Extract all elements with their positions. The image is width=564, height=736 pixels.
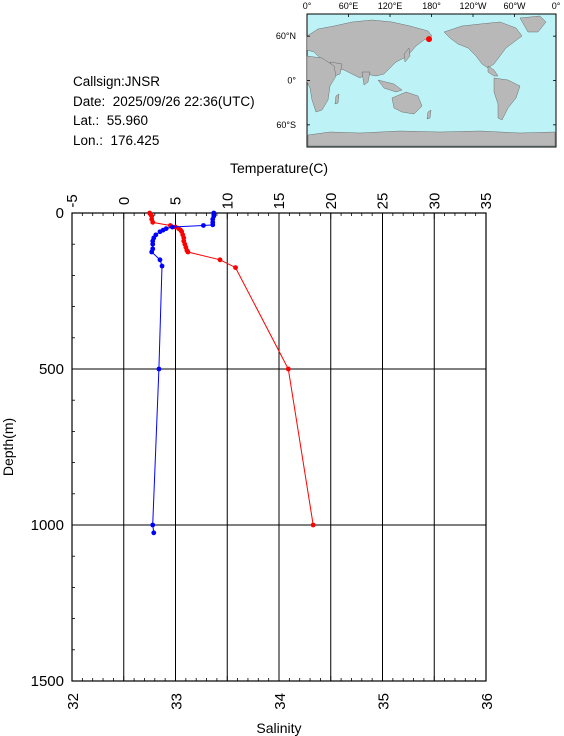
temperature-tick-label: 25 [375,193,392,210]
temperature-point [233,265,238,270]
chart-series [147,210,316,536]
land-japan [403,47,411,63]
map-latitude-labels: 60°N 0° 60°S [276,31,556,130]
map-longitude-labels: 0° 60°E 120°E 180° 120°W 60°W 0° [303,1,561,17]
land-madagascar [334,93,340,105]
salinity-point [157,257,163,263]
land-greenland [519,15,547,33]
salinity-point [149,249,155,255]
map-longitude-label: 180° [422,1,441,11]
temperature-point [150,219,156,225]
location-map: 0° 60°E 120°E 180° 120°W 60°W 0° 60°N 0° 60°S [276,1,561,148]
temperature-tick-label: 35 [478,193,495,210]
land-north-america [443,21,523,69]
salinity-point [169,224,175,230]
land-india [361,71,371,86]
land-indonesia [377,79,403,93]
station-info: Callsign:JNSR Date: 2025/09/26 22:36(UTC… [73,72,255,150]
salinity-point [201,223,206,228]
temperature-axis-label: Temperature(C) [230,160,328,176]
map-longitude-label: 60°E [339,1,359,11]
station-marker [426,36,433,43]
callsign-text: Callsign:JNSR [73,74,161,89]
land-africa [306,55,337,113]
depth-tick-label: 500 [39,361,64,378]
temperature-tick-label: 20 [323,193,340,210]
map-land [306,15,556,147]
map-longitude-label: 0° [552,1,561,11]
salinity-point [157,229,163,235]
depth-tick-label: 0 [56,205,64,222]
temperature-point [185,249,191,255]
salinity-point [150,522,156,528]
temperature-tick-label: -5 [64,194,81,207]
map-latitude-label: 60°S [276,120,296,130]
latitude-text: Lat.: 55.960 [73,113,149,128]
temperature-tick-label: 0 [116,197,133,205]
salinity-point [151,530,157,536]
salinity-tick-label: 32 [65,693,82,710]
map-longitude-label: 120°W [459,1,487,11]
salinity-tick-label: 35 [376,693,393,710]
salinity-tick-label: 33 [169,693,186,710]
date-text: Date: 2025/09/26 22:36(UTC) [73,93,255,109]
land-australia [391,91,423,115]
depth-axis-label: Depth(m) [0,418,16,476]
land-new-zealand [426,109,432,120]
land-south-america [493,77,521,121]
longitude-text: Lon.: 176.425 [73,132,160,148]
salinity-point [210,222,216,228]
temperature-point [310,522,316,528]
chart-ticks [71,212,487,682]
map-longitude-label: 60°W [503,1,526,11]
salinity-point [159,263,165,269]
map-latitude-label: 60°N [276,31,296,41]
temperature-tick-label: 30 [426,193,443,210]
land-central-america [487,65,499,77]
land-antarctica [307,130,556,147]
depth-tick-label: 1000 [31,517,64,534]
salinity-tick-label: 34 [272,693,289,710]
salinity-point [156,366,162,372]
temperature-point [285,366,291,372]
temperature-point [217,257,223,263]
map-longitude-label: 0° [303,1,312,11]
map-longitude-label: 120°E [378,1,403,11]
temperature-tick-label: 5 [168,197,185,205]
temperature-tick-label: 10 [219,193,236,210]
salinity-tick-label: 36 [479,693,496,710]
salinity-point [150,241,156,247]
salinity-axis-label: Salinity [256,720,301,736]
depth-tick-label: 1500 [31,673,64,690]
map-latitude-label: 0° [287,76,296,86]
chart-grid [72,213,486,681]
temperature-tick-label: 15 [271,193,288,210]
